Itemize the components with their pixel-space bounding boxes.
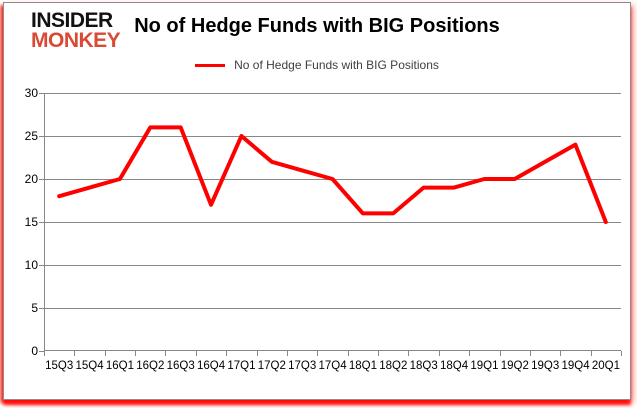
y-axis-label: 20 <box>24 172 38 186</box>
x-axis-label: 15Q3 <box>45 360 74 372</box>
legend: No of Hedge Funds with BIG Positions <box>4 58 630 72</box>
x-axis-label: 18Q2 <box>379 360 408 372</box>
y-axis-label: 5 <box>31 301 38 315</box>
x-axis-label: 17Q1 <box>227 360 256 372</box>
chart-frame: INSIDER MONKEY No of Hedge Funds with BI… <box>3 2 631 400</box>
plot-area: 0 5 10 15 20 25 30 15Q3 15Q4 16Q1 16Q2 16Q3 16Q4 17Q… <box>25 86 622 372</box>
y-axis-label: 30 <box>24 86 38 100</box>
x-axis-label: 17Q4 <box>318 360 347 372</box>
x-axis-label: 19Q4 <box>561 360 590 372</box>
logo-text-insider: INSIDER <box>31 9 113 32</box>
x-axis-label: 18Q4 <box>439 360 469 372</box>
data-line-series <box>57 125 608 224</box>
chart-title: No of Hedge Funds with BIG Positions <box>134 15 500 37</box>
x-axis-label: 19Q3 <box>531 360 560 372</box>
x-axis-label: 15Q4 <box>75 360 104 372</box>
logo-text-monkey: MONKEY <box>31 28 121 52</box>
legend-label: No of Hedge Funds with BIG Positions <box>234 58 439 72</box>
x-axis-label: 19Q2 <box>500 360 529 372</box>
y-axis-label: 25 <box>24 129 38 143</box>
x-axis-label: 18Q1 <box>348 360 377 372</box>
y-axis-label: 0 <box>31 344 38 358</box>
x-axis-label: 17Q3 <box>288 360 317 372</box>
x-axis-label: 18Q3 <box>409 360 438 372</box>
x-axis-label: 16Q4 <box>196 360 226 372</box>
x-axis-label: 16Q2 <box>136 360 165 372</box>
x-axis-labels: 15Q3 15Q4 16Q1 16Q2 16Q3 16Q4 17Q1 17Q2 17Q3 17Q4… <box>44 360 621 373</box>
x-axis-label: 16Q3 <box>166 360 195 372</box>
x-axis-label: 19Q1 <box>470 360 499 372</box>
x-axis-label: 17Q2 <box>257 360 286 372</box>
plot-svg <box>39 93 622 356</box>
y-axis-label: 10 <box>24 258 38 272</box>
x-axis-label: 20Q1 <box>591 360 620 372</box>
x-axis-label: 16Q1 <box>105 360 134 372</box>
insider-monkey-logo: INSIDER MONKEY <box>31 9 121 52</box>
y-axis-label: 15 <box>24 215 38 229</box>
legend-line-marker <box>195 63 226 67</box>
